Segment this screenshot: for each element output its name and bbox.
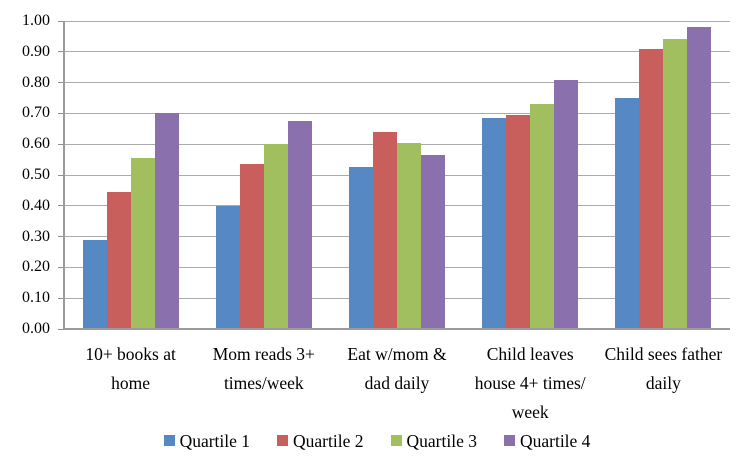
y-axis-line [63,21,65,329]
x-category-label: Mom reads 3+ times/week [189,340,339,398]
legend-swatch-icon [503,435,515,446]
y-tick-label: 0.00 [22,320,50,337]
legend-item-quartile-3: Quartile 3 [390,431,477,452]
y-tick-label: 0.30 [22,227,50,245]
bar-quartile-4-cat1 [154,113,179,328]
x-category-label: Child leaves house 4+ times/week [455,340,605,427]
y-tick-label: 0.90 [22,42,50,60]
legend-label: Quartile 1 [179,431,251,451]
y-tick-label: 0.60 [22,135,50,153]
bar-quartile-2-cat4 [506,114,531,328]
bar-quartile-2-cat3 [373,131,397,328]
legend-label: Quartile 2 [293,431,364,451]
y-tick-label: 0.80 [22,73,50,91]
bar-quartile-1-cat1 [82,239,107,328]
y-axis-tick [58,143,64,145]
x-category-label: Eat w/mom & dad daily [322,340,472,398]
y-axis-tick [58,51,64,53]
y-axis-tick [58,82,64,84]
x-category-label-line: daily [645,373,681,393]
x-category-label-line: Child sees father [604,344,723,364]
bar-quartile-1-cat3 [349,167,373,328]
y-axis-tick [58,205,64,207]
bar-quartile-2-cat1 [106,191,131,328]
y-axis-tick [58,174,64,176]
x-category-label-line: home [111,373,151,393]
bar-quartile-3-cat4 [530,104,555,328]
x-category-label-line: Child leaves [486,344,574,364]
gridline [64,112,730,114]
y-axis-tick [58,112,64,114]
chart-legend: Quartile 1 Quartile 2 Quartile 3 Quartile 4 [0,431,754,452]
y-tick-label: 0.40 [22,196,50,214]
legend-label: Quartile 4 [519,431,591,451]
x-category-label-line: house 4+ times/ [474,373,586,393]
y-tick-label: 0.20 [22,258,50,276]
x-category-label-line: 10+ books at [85,344,176,364]
y-axis-tick [58,297,64,299]
y-axis-tick [58,236,64,238]
y-axis-tick [58,328,64,330]
x-category-label-line: dad daily [364,373,430,393]
x-category-label: Child sees father daily [588,340,738,398]
y-tick-label: 0.50 [22,166,50,183]
y-tick-label: 0.70 [22,104,50,122]
gridline [64,20,730,22]
legend-swatch-icon [277,435,289,446]
x-axis-line [64,328,730,330]
bar-quartile-1-cat5 [615,98,640,328]
bar-quartile-4-cat3 [421,154,445,328]
x-category-label-line: Mom reads 3+ [212,344,315,364]
gridline [64,51,730,53]
bar-quartile-3-cat5 [663,39,688,328]
bar-quartile-1-cat2 [215,205,240,328]
x-category-label-line: Eat w/mom & [347,344,447,364]
legend-item-quartile-1: Quartile 1 [163,431,251,452]
legend-label: Quartile 3 [406,431,477,451]
x-category-label-line: times/week [223,373,304,393]
legend-swatch-icon [390,435,402,446]
bar-quartile-4-cat2 [287,121,312,328]
legend-swatch-icon [163,435,175,446]
legend-item-quartile-4: Quartile 4 [503,431,591,452]
x-category-label: 10+ books at home [56,340,206,398]
y-axis-tick [58,20,64,22]
bar-quartile-4-cat4 [554,79,579,328]
bar-quartile-2-cat2 [239,164,264,328]
bar-quartile-1-cat4 [482,118,507,328]
y-axis-tick [58,266,64,268]
x-category-label-line: week [511,402,549,422]
bar-quartile-4-cat5 [687,27,712,328]
y-tick-label: 0.10 [22,289,50,307]
bar-quartile-3-cat1 [130,158,155,328]
y-tick-label: 1.00 [22,12,50,29]
bar-quartile-2-cat5 [639,48,664,328]
gridline [64,82,730,84]
legend-item-quartile-2: Quartile 2 [277,431,364,452]
bar-quartile-3-cat2 [263,144,288,328]
bar-quartile-3-cat3 [397,142,421,328]
